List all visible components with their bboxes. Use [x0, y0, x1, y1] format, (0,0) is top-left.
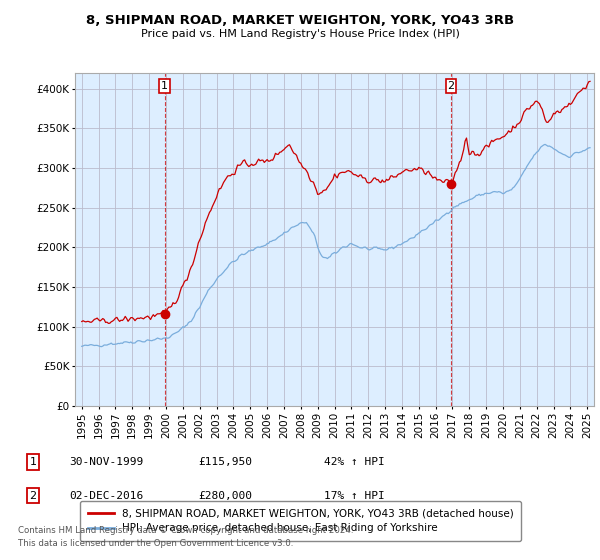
Text: 2: 2 — [29, 491, 37, 501]
Text: 02-DEC-2016: 02-DEC-2016 — [69, 491, 143, 501]
Text: Price paid vs. HM Land Registry's House Price Index (HPI): Price paid vs. HM Land Registry's House … — [140, 29, 460, 39]
Text: £280,000: £280,000 — [198, 491, 252, 501]
Text: 17% ↑ HPI: 17% ↑ HPI — [324, 491, 385, 501]
Text: This data is licensed under the Open Government Licence v3.0.: This data is licensed under the Open Gov… — [18, 539, 293, 548]
Text: 8, SHIPMAN ROAD, MARKET WEIGHTON, YORK, YO43 3RB: 8, SHIPMAN ROAD, MARKET WEIGHTON, YORK, … — [86, 14, 514, 27]
Text: 1: 1 — [161, 81, 168, 91]
Text: Contains HM Land Registry data © Crown copyright and database right 2024.: Contains HM Land Registry data © Crown c… — [18, 526, 353, 535]
Text: £115,950: £115,950 — [198, 457, 252, 467]
Text: 42% ↑ HPI: 42% ↑ HPI — [324, 457, 385, 467]
Text: 2: 2 — [448, 81, 455, 91]
Text: 1: 1 — [29, 457, 37, 467]
Legend: 8, SHIPMAN ROAD, MARKET WEIGHTON, YORK, YO43 3RB (detached house), HPI: Average : 8, SHIPMAN ROAD, MARKET WEIGHTON, YORK, … — [80, 501, 521, 541]
Text: 30-NOV-1999: 30-NOV-1999 — [69, 457, 143, 467]
